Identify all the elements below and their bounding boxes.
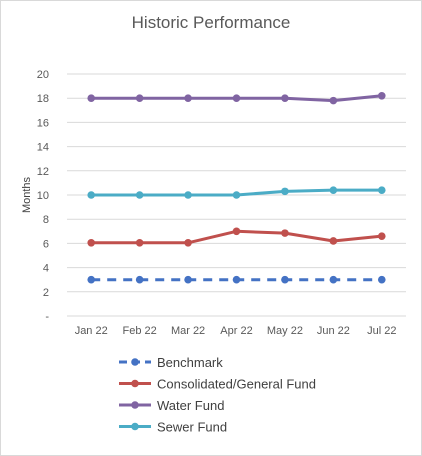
data-point: [377, 91, 386, 100]
data-point: [377, 232, 386, 240]
y-tick-label: -: [45, 311, 49, 323]
legend-swatch-marker: [131, 379, 139, 388]
data-point: [281, 187, 289, 196]
y-tick-label: 6: [43, 238, 49, 250]
data-point: [135, 191, 144, 199]
y-tick-label: 8: [43, 214, 49, 226]
x-tick-labels: Jan 22 Feb 22 Mar 22 Apr 22 May 22 Jun 22 Jul …: [75, 325, 397, 337]
y-tick-label: 12: [37, 166, 49, 178]
legend-item: Sewer Fund: [119, 420, 227, 435]
legend: Benchmark Consolidated/General Fund Water …: [119, 355, 316, 435]
data-point: [281, 94, 289, 102]
x-tick-label: Jun 22: [317, 325, 350, 337]
data-point: [329, 96, 338, 105]
data-point: [281, 229, 289, 237]
data-point: [232, 227, 241, 236]
y-tick-label: 2: [43, 287, 49, 299]
x-tick-label: Mar 22: [171, 325, 205, 337]
series-consolidated-general-fund: [87, 227, 386, 247]
data-point: [232, 191, 241, 199]
data-point: [329, 237, 338, 245]
legend-item: Benchmark: [119, 355, 223, 370]
series-sewer-fund: [87, 186, 386, 199]
legend-swatch-marker: [131, 358, 139, 366]
data-point: [377, 275, 386, 284]
data-point: [184, 94, 192, 102]
x-tick-label: May 22: [267, 325, 303, 337]
data-point: [329, 186, 338, 194]
legend-item: Water Fund: [119, 398, 224, 413]
data-point: [232, 94, 241, 102]
legend-label: Consolidated/General Fund: [157, 377, 316, 392]
chart-title: Historic Performance: [132, 13, 291, 32]
legend-label: Sewer Fund: [157, 420, 227, 435]
legend-label: Benchmark: [157, 355, 223, 370]
data-point: [184, 191, 192, 199]
y-tick-label: 4: [43, 263, 49, 275]
data-point: [329, 275, 338, 284]
legend-swatch-marker: [131, 401, 139, 409]
data-point: [87, 191, 96, 199]
data-point: [135, 238, 144, 247]
y-tick-label: 14: [37, 142, 49, 154]
data-point: [135, 275, 144, 284]
data-point: [184, 275, 192, 284]
y-tick-label: 18: [37, 93, 49, 105]
data-point: [184, 238, 192, 247]
data-point: [232, 275, 241, 284]
y-tick-label: 20: [37, 69, 49, 81]
y-axis-label: Months: [21, 176, 33, 213]
x-tick-label: Jul 22: [367, 325, 396, 337]
y-tick-label: 16: [37, 117, 49, 129]
x-tick-label: Jan 22: [75, 325, 108, 337]
x-tick-label: Feb 22: [123, 325, 157, 337]
y-tick-labels: - 2 4 6 8 10 12 14 16 18 20: [37, 69, 50, 323]
data-point: [87, 275, 96, 284]
data-point: [87, 94, 96, 102]
data-point: [281, 275, 289, 284]
data-point: [377, 186, 386, 194]
legend-label: Water Fund: [157, 398, 224, 413]
legend-swatch-marker: [131, 422, 139, 431]
series-lines: [87, 91, 386, 284]
series-benchmark: [87, 275, 386, 284]
legend-item: Consolidated/General Fund: [119, 377, 316, 392]
data-point: [135, 94, 144, 102]
y-tick-label: 10: [37, 190, 49, 202]
data-point: [87, 238, 96, 247]
series-water-fund: [87, 91, 386, 105]
x-tick-label: Apr 22: [220, 325, 252, 337]
